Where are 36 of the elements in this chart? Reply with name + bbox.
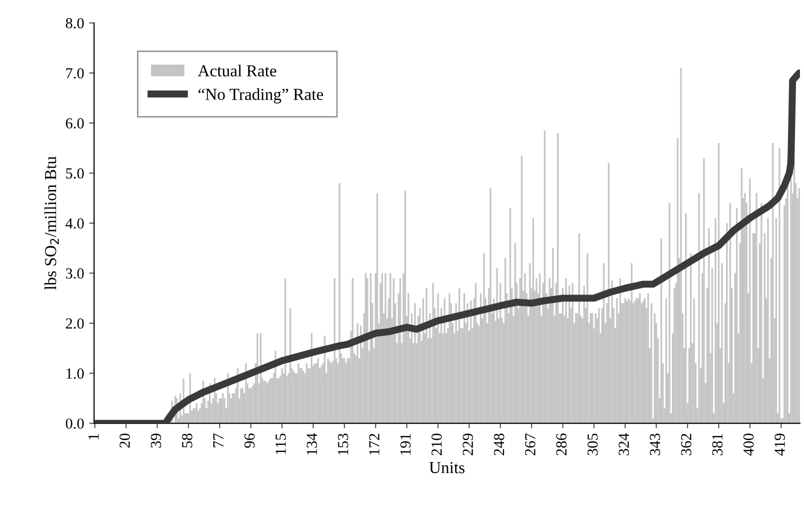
y-tick-label: 5.0 [66,168,84,179]
x-tick-label: 343 [650,434,660,456]
x-tick-label: 58 [182,434,192,448]
x-tick-label: 286 [556,433,567,456]
x-tick-label: 96 [244,433,255,448]
y-tick-label: 3.0 [66,268,84,279]
x-tick-label: 248 [494,434,504,456]
x-tick-label: 20 [120,434,130,448]
x-tick-label: 115 [276,434,286,454]
legend-label: Actual Rate [198,64,276,76]
x-tick-label: 172 [369,434,380,455]
x-tick-label: 134 [306,433,318,455]
legend-label: “No Trading” Rate [198,88,324,104]
y-tick-label: 0.0 [66,418,84,429]
x-tick-label: 362 [681,434,692,456]
y-tick-label: 6.0 [66,118,84,129]
x-tick-label: 419 [774,434,785,456]
y-tick-label: 2.0 [66,318,84,329]
x-tick-label: 191 [400,434,411,455]
x-tick-label: 305 [587,434,598,456]
x-tick-label: 153 [338,434,348,455]
x-axis-title: Units [429,462,464,474]
y-tick-label: 4.0 [66,218,84,229]
x-tick-label: 324 [618,433,629,456]
x-tick-label: 400 [743,434,754,456]
x-tick-label: 77 [213,433,224,448]
y-tick-label: 1.0 [66,368,84,379]
x-tick-label: 210 [432,434,442,456]
x-tick-label: 229 [462,434,474,456]
y-axis-title: lbs SO$_{2}$/million Btu [44,156,59,290]
x-tick-label: 267 [525,433,536,456]
x-tick-label: 381 [712,434,723,456]
x-tick-label: 39 [150,434,162,448]
y-tick-label: 7.0 [66,68,84,79]
y-tick-label: 8.0 [66,18,84,28]
x-tick-label: 1 [88,434,99,440]
